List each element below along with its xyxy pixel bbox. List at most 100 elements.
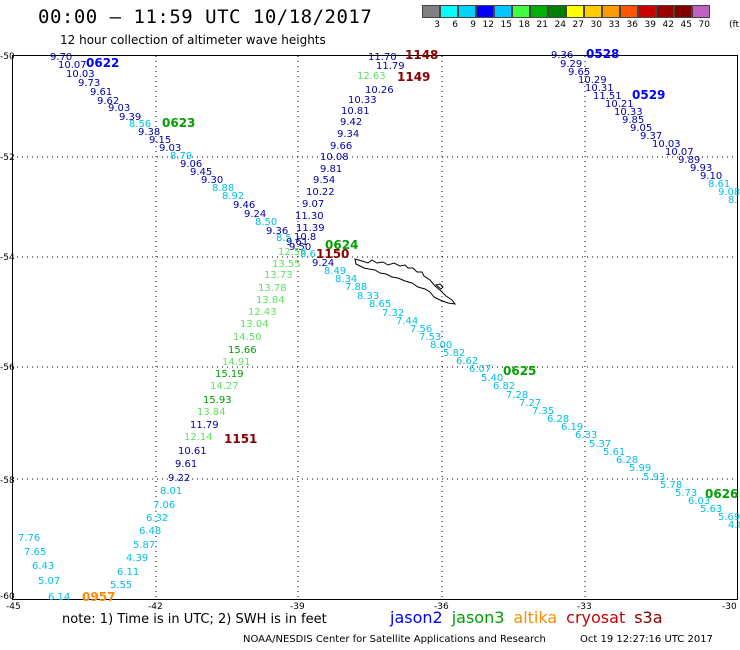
wave-height-value: 10.31: [585, 83, 614, 94]
legend-label: 6: [452, 20, 458, 30]
wave-height-value: 7.28: [506, 390, 529, 401]
lon-label: -33: [577, 602, 592, 612]
wave-height-value: 5.93: [643, 472, 666, 483]
wave-height-value: 13.73: [264, 270, 293, 281]
wave-height-value: 9.61: [286, 237, 309, 248]
wave-height-value: 9.42: [340, 117, 363, 128]
wave-height-value: 6.14: [48, 592, 71, 603]
wave-height-value: 9.22: [168, 473, 191, 484]
legend-label: 45: [680, 20, 692, 30]
wave-height-value: 13.04: [240, 319, 269, 330]
legend-swatch: [602, 5, 620, 18]
wave-height-value: 6.33: [575, 430, 598, 441]
wave-height-value: 10.07: [58, 60, 87, 71]
pass-time-label: 0623: [162, 116, 196, 130]
wave-height-value: 9.05: [630, 123, 653, 134]
wave-height-value: 9.39: [119, 112, 142, 123]
wave-height-value: 6.62: [456, 356, 479, 367]
wave-height-value: 15.19: [215, 369, 244, 380]
pass-time-label: 0622: [86, 56, 120, 70]
wave-height-value: 9.50: [289, 242, 312, 253]
wave-height-value: 10.03: [66, 69, 95, 80]
wave-height-value: 5.78: [660, 480, 683, 491]
pass-time-label: 0528: [586, 47, 620, 61]
lat-label: -60: [0, 592, 15, 602]
satellite-cryosat: cryosat: [566, 608, 626, 627]
wave-height-value: 9.03: [159, 143, 182, 154]
satellite-jason3: jason3: [451, 608, 505, 627]
wave-height-value: 5.07: [38, 576, 61, 587]
wave-height-value: 9.24: [312, 258, 335, 269]
wave-height-value: 6.07: [469, 364, 492, 375]
wave-height-value: 7.76: [18, 533, 41, 544]
wave-height-value: 8.34: [335, 274, 358, 285]
satellite-jason2: jason2: [390, 608, 443, 627]
wave-height-value: 8.79: [170, 151, 193, 162]
wave-height-value: 5.82: [443, 348, 466, 359]
wave-height-value: 6.19: [561, 422, 584, 433]
wave-height-value: 7.44: [396, 316, 419, 327]
wave-height-value: 12.58: [278, 247, 307, 258]
wave-height-value: 9.66: [330, 141, 353, 152]
legend-swatch: [476, 5, 494, 18]
south-georgia-coastline: [354, 258, 457, 305]
wave-height-value: 12.63: [357, 71, 386, 82]
wave-height-value: 6.43: [32, 561, 55, 572]
wave-height-value: 9.89: [678, 155, 701, 166]
wave-height-value: 5.55: [110, 580, 133, 591]
wave-height-value: 8.50: [255, 217, 278, 228]
legend-label: 33: [608, 20, 620, 30]
wave-height-value: 9.36: [551, 50, 574, 61]
wave-height-value: 9.62: [97, 96, 120, 107]
wave-height-value: 11.39: [296, 223, 325, 234]
wave-height-value: 6.32: [146, 513, 169, 524]
wave-height-value: 9.65: [568, 67, 591, 78]
wave-height-value: 8.65: [369, 299, 392, 310]
wave-height-value: 11.70: [368, 52, 397, 63]
wave-height-value: 13.84: [197, 407, 226, 418]
legend-swatch: [458, 5, 476, 18]
lat-label: -58: [0, 476, 15, 486]
legend-swatch: [494, 5, 512, 18]
legend-swatch: [566, 5, 584, 18]
wave-height-value: 9.30: [201, 175, 224, 186]
legend-color-bar: [422, 5, 710, 18]
wave-height-value: 9.15: [149, 135, 172, 146]
wave-height-value: 8.49: [324, 266, 347, 277]
wave-height-value: 5.73: [675, 488, 698, 499]
wave-height-value: 10.33: [348, 95, 377, 106]
graticule: [12, 56, 738, 600]
pass-time-label: 1150: [316, 247, 350, 261]
wave-height-value: 8.01: [160, 486, 183, 497]
wave-height-value: 7.53: [419, 332, 442, 343]
wave-height-value: 9.07: [302, 199, 325, 210]
wave-height-value: 15.93: [203, 395, 232, 406]
wave-height-value: 6.82: [493, 381, 516, 392]
wave-height-value: 11.51: [593, 91, 622, 102]
wave-height-value: 10.21: [605, 99, 634, 110]
legend-labels: 3 6 9 12 15 18 21 24 27 30 33 36 39 42 45 70: [422, 20, 710, 30]
wave-height-value: 5.87: [133, 540, 156, 551]
wave-height-value: 14.27: [210, 381, 239, 392]
wave-height-value: 4.39: [126, 553, 149, 564]
legend-swatch: [530, 5, 548, 18]
legend-label: 21: [536, 20, 548, 30]
wave-height-value: 11.30: [295, 211, 324, 222]
map-subtitle: 12 hour collection of altimeter wave hei…: [60, 33, 326, 47]
lon-label: -42: [148, 602, 163, 612]
wave-height-value: 15.66: [228, 345, 257, 356]
wave-height-value: 5.40: [481, 373, 504, 384]
wave-height-value: 7.32: [382, 308, 405, 319]
lat-label: -56: [0, 363, 15, 373]
wave-height-value: 9.61: [90, 87, 113, 98]
wave-height-value: 10.07: [665, 147, 694, 158]
legend-label: 30: [590, 20, 602, 30]
wave-height-value: 9.54: [313, 175, 336, 186]
wave-height-value: 7.06: [153, 500, 176, 511]
legend-label: 27: [572, 20, 584, 30]
wave-height-value: 5.61: [603, 447, 626, 458]
wave-height-value: 10.26: [365, 85, 394, 96]
wave-height-value: 12.43: [248, 307, 277, 318]
lon-label: -45: [6, 602, 21, 612]
